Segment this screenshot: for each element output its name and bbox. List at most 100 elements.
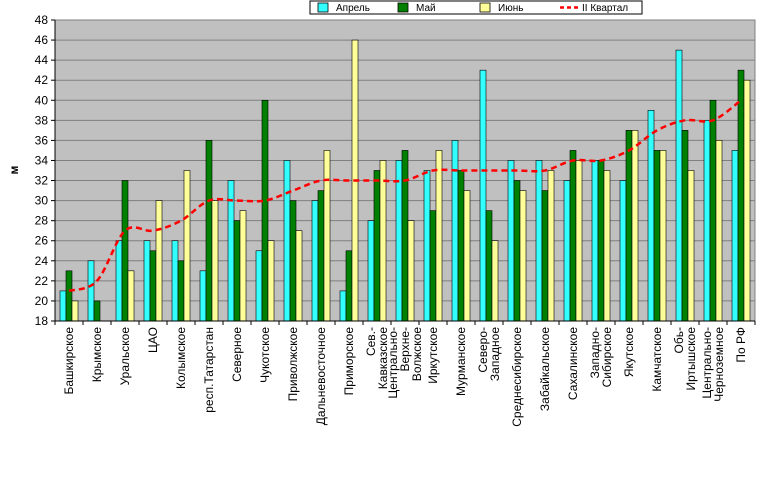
bar-1-4: [177, 260, 185, 322]
bar-1-17: [541, 190, 549, 322]
x-tick-label: Крымское: [90, 327, 104, 383]
x-tick-label: Центрально-Верхне-Волжское: [386, 327, 424, 399]
bar-1-11: [373, 170, 381, 322]
bar-0-16: [507, 160, 515, 322]
bar-2-20: [631, 130, 639, 322]
bar-0-15: [479, 69, 487, 322]
bar-2-24: [743, 79, 751, 322]
x-tick-label-line: Уральское: [118, 327, 132, 386]
bar-2-14: [463, 190, 471, 322]
bar-2-22: [687, 170, 695, 322]
bar-0-9: [311, 200, 319, 322]
bar-1-3: [149, 250, 157, 322]
bar-1-23: [709, 99, 717, 322]
bar-1-19: [597, 160, 605, 322]
x-tick-label-line: Черноземное: [712, 327, 726, 402]
bar-2-16: [519, 190, 527, 322]
bar-0-17: [535, 160, 543, 322]
x-tick-label: Якутское: [622, 327, 636, 377]
x-tick-label-line: Иртышское: [684, 327, 698, 391]
y-tick-label: 30: [35, 194, 49, 208]
bar-0-1: [87, 260, 95, 322]
bar-0-24: [731, 150, 739, 322]
quarter-line: [68, 99, 742, 293]
x-tick-label: респ.Татарстан: [202, 327, 216, 413]
x-tick-label-line: Сахалинское: [566, 327, 580, 400]
y-tick-label: 36: [35, 133, 49, 147]
y-tick-label: 46: [35, 33, 49, 47]
x-tick-label-line: Приморское: [342, 327, 356, 396]
bar-0-6: [227, 180, 235, 322]
x-tick-label: Приволжское: [286, 327, 300, 402]
x-tick-label: Сахалинское: [566, 327, 580, 400]
x-tick-label-line: Кавказское: [376, 327, 390, 390]
x-tick-label: Камчатское: [650, 327, 664, 392]
x-tick-label-line: Волжское: [410, 327, 424, 382]
bar-2-18: [575, 160, 583, 322]
bar-1-18: [569, 150, 577, 322]
x-tick-label-line: Западно-: [588, 327, 602, 378]
x-tick-label: Сев.-Кавказское: [364, 327, 390, 390]
x-tick-label: Западно-Сибирское: [588, 327, 614, 388]
bar-1-22: [681, 130, 689, 322]
x-tick-label-line: Северо-: [476, 327, 490, 373]
legend-box: [309, 0, 643, 15]
bar-2-19: [603, 170, 611, 322]
x-tick-label: Чукотское: [258, 327, 272, 383]
bar-1-6: [233, 220, 241, 322]
bar-1-24: [737, 69, 745, 322]
gridlines: [55, 39, 755, 302]
x-tick-label-line: ЦАО: [146, 327, 160, 353]
y-tick-label: 38: [35, 113, 49, 127]
bar-2-17: [547, 170, 555, 322]
line-series-3: [68, 99, 742, 293]
bar-1-16: [513, 180, 521, 322]
legend-swatch: [317, 2, 329, 13]
bar-1-15: [485, 210, 493, 322]
x-tick-label-line: Крымское: [90, 327, 104, 383]
x-tick-label-line: Иркутское: [426, 327, 440, 384]
x-tick-label-line: Сев.-: [364, 327, 378, 356]
y-axis-label: м: [7, 165, 21, 174]
legend-swatch: [479, 2, 491, 13]
bar-0-13: [423, 170, 431, 322]
bar-0-8: [283, 160, 291, 322]
x-tick-label-line: Среднесибирское: [510, 327, 524, 427]
bar-0-5: [199, 270, 207, 322]
y-tick-label: 22: [35, 274, 49, 288]
x-tick-label: Мурманское: [454, 327, 468, 396]
y-tick-labels: 18 20 22 24 26 28 30 32 34 36 38 40 42 44 46 48: [35, 13, 55, 328]
legend-label: Май: [416, 3, 436, 14]
y-tick-label: 28: [35, 214, 49, 228]
bar-1-9: [317, 190, 325, 322]
x-tick-label-line: Мурманское: [454, 327, 468, 396]
x-tick-label-line: Западное: [488, 327, 502, 381]
bar-1-20: [625, 130, 633, 322]
x-tick-label-line: Колымское: [174, 327, 188, 389]
x-tick-label: Обь-Иртышское: [672, 327, 698, 391]
bar-0-14: [451, 140, 459, 322]
x-tick-label-line: Дальневосточное: [314, 327, 328, 426]
bar-2-13: [435, 150, 443, 322]
x-tick-label-line: Якутское: [622, 327, 636, 377]
x-tick-label: Уральское: [118, 327, 132, 386]
x-tick-label-line: Центрально-: [700, 327, 714, 399]
bar-0-2: [115, 240, 123, 322]
bar-0-18: [563, 180, 571, 322]
x-tick-label-line: респ.Татарстан: [202, 327, 216, 413]
x-tick-label: Приморское: [342, 327, 356, 396]
bar-2-3: [155, 200, 163, 322]
bar-2-8: [295, 230, 303, 322]
y-tick-label: 32: [35, 174, 49, 188]
bar-1-14: [457, 170, 465, 322]
bar-0-21: [647, 110, 655, 322]
bar-2-0: [71, 300, 79, 322]
x-tick-label-line: Башкирское: [62, 327, 76, 395]
legend-label: Июнь: [498, 3, 523, 14]
bar-2-21: [659, 150, 667, 322]
bar-1-2: [121, 180, 129, 322]
bar-1-10: [345, 250, 353, 322]
x-tick-label-line: Центрально-: [386, 327, 400, 399]
x-tick-label: Колымское: [174, 327, 188, 389]
